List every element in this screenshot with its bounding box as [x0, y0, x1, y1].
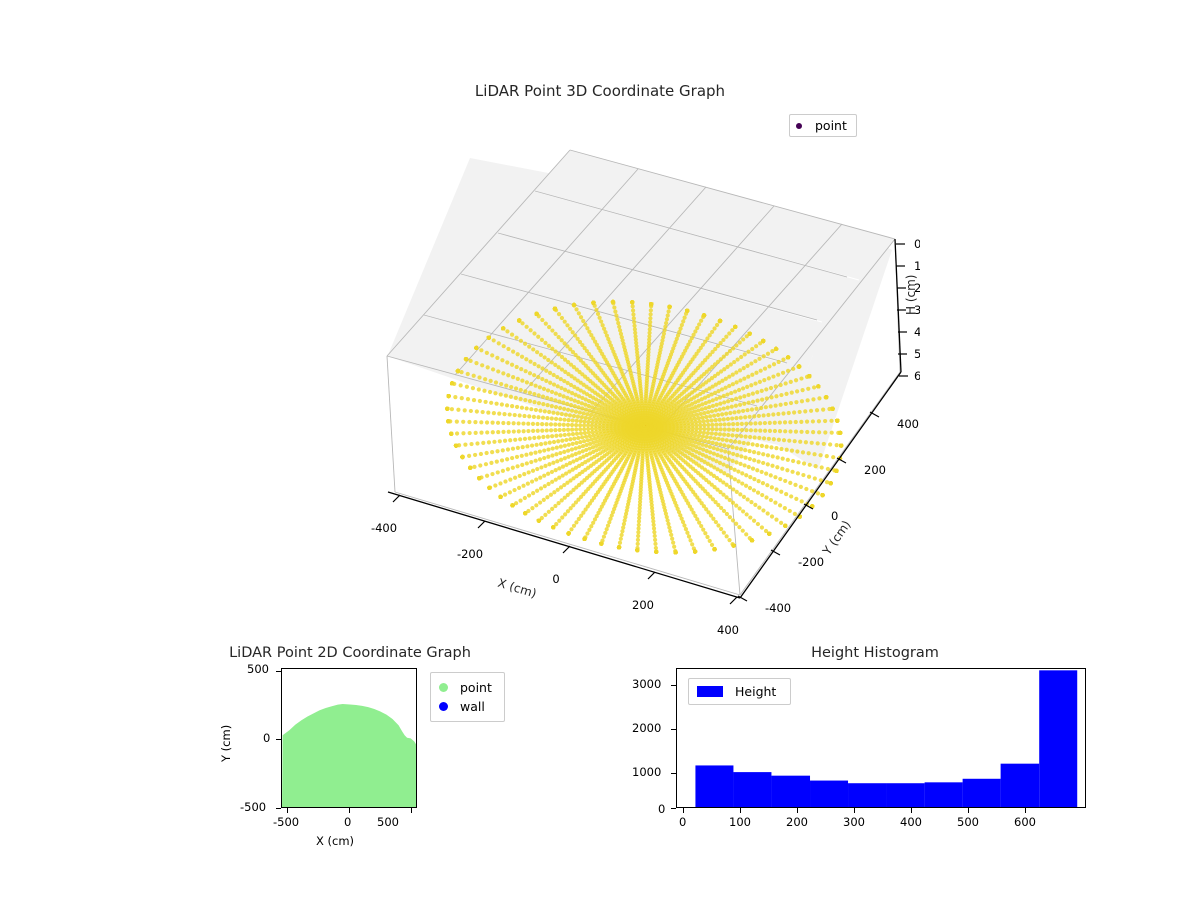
histogram-xtickmark-5	[968, 808, 969, 813]
histogram-bars	[695, 670, 1078, 807]
plot2d-legend-label-wall: wall	[460, 699, 485, 714]
plot2d-legend[interactable]: point wall	[430, 672, 505, 722]
plot2d-xtickmark-0	[287, 808, 288, 813]
plot2d-legend-label-point: point	[460, 680, 492, 695]
histogram-xtick-5: 500	[957, 815, 979, 829]
histogram-svg	[695, 670, 1078, 807]
histogram-xtickmark-6	[1025, 808, 1026, 813]
plot2d-ytick-1: 0	[263, 731, 271, 745]
histogram-ytick-1: 1000	[632, 765, 662, 779]
plot3d-ylabel: Y (cm)	[819, 518, 853, 559]
plot3d-xtick-1: -200	[457, 547, 483, 561]
plot2d-axes	[281, 668, 417, 808]
histogram-xtick-6: 600	[1014, 815, 1036, 829]
plot2d-ytickmark-2	[276, 808, 281, 809]
histogram-bar	[810, 780, 849, 807]
histogram-ytickmark-3	[671, 685, 676, 686]
histogram-ytickmark-2	[671, 729, 676, 730]
plot3d-zticks: 0 100 200 300 400 500 600	[896, 237, 920, 383]
legend-label-point: point	[815, 118, 847, 133]
plot3d-ytick-3: 200	[864, 463, 886, 477]
histogram-xtick-3: 300	[843, 815, 865, 829]
plot2d-ytick-0: 500	[247, 662, 269, 676]
plot2d-xtickmark-2	[411, 808, 412, 813]
legend-marker-point-icon	[796, 122, 802, 129]
plot2d-legend-row-point[interactable]: point	[439, 678, 492, 697]
plot3d-ztick-5: 500	[914, 347, 920, 361]
plot2d-panel: 500 0 -500 -500 0 500 X (cm) Y (cm) poin…	[185, 640, 545, 865]
histogram-xtick-1: 100	[729, 815, 751, 829]
histogram-xtickmark-2	[797, 808, 798, 813]
plot3d-spines	[387, 238, 902, 599]
histogram-xtickmark-0	[683, 808, 684, 813]
plot2d-point-region	[282, 704, 416, 807]
plot2d-xtick-1: 0	[344, 815, 352, 829]
plot2d-xtick-0: -500	[273, 815, 300, 829]
plot3d-svg: -400 -200 0 200 400 X (cm) -400 -200 0	[371, 149, 920, 637]
histogram-bar	[924, 782, 963, 807]
histogram-xtickmark-1	[740, 808, 741, 813]
plot3d-zlabel: H (cm)	[904, 274, 918, 316]
plot3d-pointcloud	[445, 299, 844, 555]
histogram-legend-label: Height	[735, 684, 777, 699]
histogram-bar	[771, 775, 811, 807]
plot2d-svg	[282, 704, 416, 807]
histogram-panel: Height 0 1000 2000 3000 0 100 200 300 40…	[600, 640, 1120, 865]
plot3d-title: LiDAR Point 3D Coordinate Graph	[474, 82, 726, 100]
plot2d-title: LiDAR Point 2D Coordinate Graph	[229, 645, 471, 661]
histogram-ytickmark-1	[671, 773, 676, 774]
histogram-bar	[962, 778, 1001, 807]
histogram-xtick-0: 0	[679, 815, 687, 829]
legend-swatch-height-icon	[697, 686, 723, 697]
histogram-xtick-4: 400	[900, 815, 922, 829]
plot2d-legend-row-wall[interactable]: wall	[439, 697, 492, 716]
plot3d-ztick-6: 600	[914, 369, 920, 383]
histogram-xtick-2: 200	[786, 815, 808, 829]
legend-marker-point-icon	[439, 683, 448, 692]
plot3d-xtick-3: 200	[632, 598, 654, 612]
histogram-bar	[886, 783, 925, 807]
plot2d-ytick-2: -500	[240, 800, 267, 814]
histogram-bar	[695, 765, 734, 807]
histogram-bar	[1000, 763, 1040, 807]
plot3d-ytick-0: -400	[765, 601, 791, 615]
plot3d-xlabel: X (cm)	[496, 576, 538, 601]
plot2d-xtick-2: 500	[377, 815, 399, 829]
histogram-title: Height Histogram	[811, 645, 939, 661]
plot3d-xtick-0: -400	[371, 521, 397, 535]
histogram-ytick-2: 2000	[632, 721, 662, 735]
plot3d-axes: -400 -200 0 200 400 X (cm) -400 -200 0	[300, 140, 920, 640]
plot3d-ztick-3: 300	[914, 303, 920, 317]
plot2d-xtickmark-1	[349, 808, 350, 813]
plot3d-ytick-2: 0	[831, 509, 838, 523]
plot3d-ztick-1: 100	[914, 259, 920, 273]
histogram-bar	[1039, 670, 1078, 807]
plot2d-ylabel: Y (cm)	[219, 724, 233, 762]
histogram-legend[interactable]: Height	[688, 678, 792, 705]
histogram-ytick-3: 3000	[632, 677, 662, 691]
histogram-xtickmark-3	[854, 808, 855, 813]
plot3d-xtick-2: 0	[552, 572, 559, 586]
plot3d-ytick-1: -200	[798, 555, 824, 569]
plot2d-xlabel: X (cm)	[316, 834, 355, 848]
plot3d-ztick-4: 400	[914, 325, 920, 339]
histogram-xtickmark-4	[911, 808, 912, 813]
histogram-bar	[733, 772, 772, 807]
plot3d-xtick-4: 400	[717, 623, 739, 637]
plot3d-box	[387, 150, 895, 473]
plot3d-ztick-2: 200	[914, 281, 920, 295]
histogram-ytick-0: 0	[658, 802, 666, 816]
plot3d-ztick-0: 0	[914, 237, 920, 251]
plot2d-ytickmark-1	[276, 739, 281, 740]
plot2d-ytickmark-0	[276, 671, 281, 672]
histogram-bar	[848, 783, 887, 807]
histogram-ytickmark-0	[671, 808, 676, 809]
plot3d-ytick-4: 400	[897, 417, 919, 431]
plot3d-legend[interactable]: point	[789, 114, 857, 137]
legend-marker-wall-icon	[439, 702, 448, 711]
